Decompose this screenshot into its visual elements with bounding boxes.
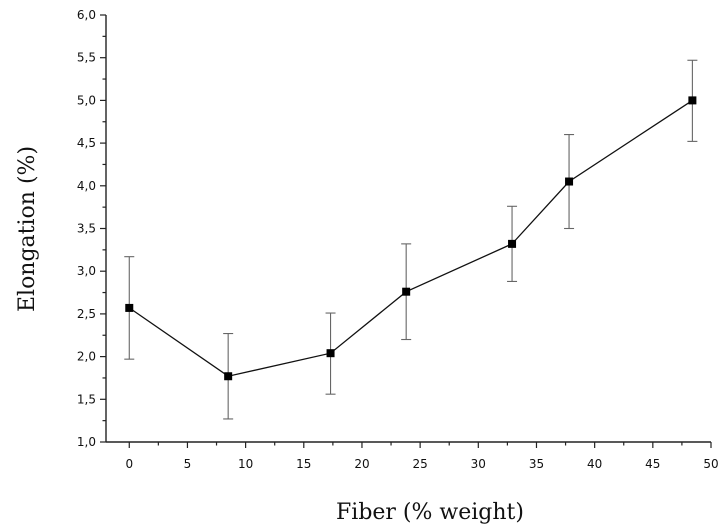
y-axis-ticks: 1,0 1,5 2,0 2,5 3,0 3,5 4,0 4,5 5,0 5,5 6,0: [77, 8, 106, 449]
data-point: [326, 349, 335, 358]
x-tick-label: 50: [703, 457, 718, 471]
x-axis-title: Fiber (% weight): [336, 500, 524, 525]
x-tick-label: 15: [296, 457, 311, 471]
x-tick-label: 45: [645, 457, 660, 471]
y-tick-label: 1,0: [77, 435, 96, 449]
data-point: [224, 372, 233, 381]
x-tick-label: 5: [184, 457, 192, 471]
y-tick-label: 1,5: [77, 392, 96, 406]
x-tick-label: 10: [238, 457, 253, 471]
data-point: [508, 239, 517, 248]
data-markers: [125, 96, 697, 381]
data-point: [688, 96, 697, 105]
y-tick-label: 2,5: [77, 307, 96, 321]
data-point: [565, 177, 574, 186]
x-tick-label: 30: [471, 457, 486, 471]
x-tick-label: 35: [529, 457, 544, 471]
error-bars: [124, 59, 698, 420]
y-tick-label: 3,5: [77, 222, 96, 236]
y-tick-label: 5,5: [77, 51, 96, 65]
y-tick-label: 6,0: [77, 8, 96, 22]
y-tick-label: 4,5: [77, 136, 96, 150]
y-tick-label: 2,0: [77, 350, 96, 364]
data-point: [125, 303, 134, 312]
x-tick-label: 25: [412, 457, 427, 471]
x-tick-label: 20: [354, 457, 369, 471]
x-tick-label: 0: [125, 457, 133, 471]
y-tick-label: 3,0: [77, 264, 96, 278]
series-line: [128, 99, 693, 377]
x-axis-ticks: 0 5 10 15 20 25 30 35 40 45 50: [125, 442, 719, 471]
axes: [105, 15, 711, 443]
y-tick-label: 4,0: [77, 179, 96, 193]
y-tick-label: 5,0: [77, 93, 96, 107]
x-tick-label: 40: [587, 457, 602, 471]
series-group: [128, 99, 693, 377]
data-point: [402, 287, 411, 296]
y-axis-title: Elongation (%): [15, 146, 40, 312]
